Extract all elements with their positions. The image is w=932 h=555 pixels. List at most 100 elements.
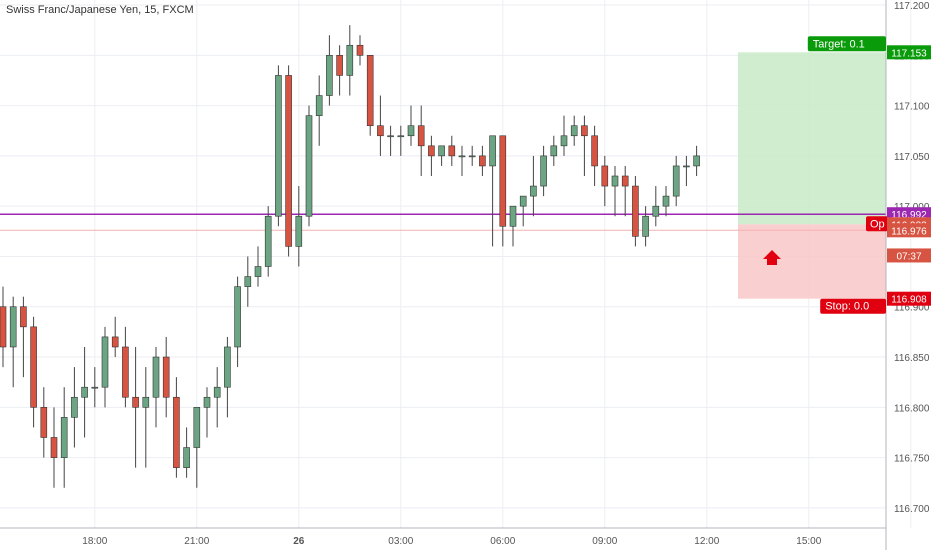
up-arrow-icon: [763, 250, 781, 265]
candle[interactable]: [356, 44, 364, 56]
candle[interactable]: [519, 195, 527, 207]
y-tick-label: 117.100: [894, 102, 930, 113]
candle[interactable]: [193, 407, 201, 448]
candle[interactable]: [40, 407, 48, 438]
stop-zone: [738, 224, 886, 299]
y-tick-label: 116.700: [894, 504, 930, 515]
candle[interactable]: [591, 135, 598, 167]
candle[interactable]: [295, 215, 303, 247]
candle[interactable]: [489, 135, 496, 167]
candle[interactable]: [111, 336, 119, 348]
candle[interactable]: [642, 215, 649, 237]
candle[interactable]: [305, 115, 313, 217]
candle[interactable]: [152, 356, 160, 398]
x-tick-label: 18:00: [82, 536, 107, 547]
candle[interactable]: [387, 135, 394, 138]
candle[interactable]: [438, 145, 445, 157]
candle[interactable]: [683, 165, 690, 168]
price-label: 116.992: [891, 210, 927, 221]
target-badge: Target: 0.1: [813, 38, 865, 50]
candle[interactable]: [479, 155, 486, 167]
candle[interactable]: [183, 447, 190, 468]
price-label-bg: [887, 45, 931, 60]
candle[interactable]: [101, 336, 109, 388]
y-tick-label: 116.750: [894, 454, 930, 465]
candle[interactable]: [315, 95, 323, 116]
candle[interactable]: [326, 55, 333, 96]
candle[interactable]: [213, 386, 221, 398]
candle[interactable]: [81, 386, 88, 398]
price-label: 07:37: [896, 251, 921, 262]
x-tick-label: 09:00: [592, 536, 617, 547]
stop-badge-bg: [820, 298, 886, 314]
candle[interactable]: [499, 135, 507, 227]
candle[interactable]: [428, 145, 435, 157]
candle[interactable]: [346, 44, 354, 76]
candle[interactable]: [611, 175, 619, 187]
price-label-bg: [887, 248, 931, 263]
candle[interactable]: [581, 125, 588, 137]
candle[interactable]: [601, 165, 609, 187]
candle[interactable]: [275, 75, 282, 217]
candle[interactable]: [0, 306, 7, 348]
candle[interactable]: [336, 55, 343, 76]
candle[interactable]: [203, 396, 211, 408]
y-tick-label: 116.850: [894, 353, 930, 364]
x-tick-label: 06:00: [490, 536, 515, 547]
candle[interactable]: [366, 55, 374, 127]
candle[interactable]: [570, 125, 578, 137]
candle[interactable]: [91, 386, 99, 389]
candle[interactable]: [60, 417, 68, 458]
candle[interactable]: [540, 155, 547, 187]
x-tick-label: 15:00: [796, 536, 821, 547]
candle[interactable]: [173, 396, 180, 468]
candle[interactable]: [652, 205, 660, 217]
price-label: 117.153: [891, 48, 927, 59]
candle[interactable]: [468, 155, 476, 158]
candle[interactable]: [142, 396, 150, 408]
target-badge-bg: [807, 36, 886, 52]
y-tick-label: 116.900: [894, 303, 930, 314]
candle[interactable]: [132, 396, 139, 408]
candle[interactable]: [509, 205, 517, 227]
entry-badge-bg: [866, 216, 888, 232]
candle[interactable]: [621, 175, 629, 187]
price-label: 116.908: [891, 295, 927, 306]
candle[interactable]: [285, 75, 292, 247]
x-tick-label: 26: [293, 536, 305, 547]
candle[interactable]: [693, 155, 700, 167]
candle[interactable]: [632, 185, 639, 237]
candle[interactable]: [530, 185, 537, 197]
candle[interactable]: [122, 346, 129, 398]
x-tick-label: 03:00: [388, 536, 413, 547]
x-tick-label: 12:00: [694, 536, 719, 547]
candle[interactable]: [672, 165, 680, 197]
y-tick-label: 117.050: [894, 152, 930, 163]
price-label-bg: [887, 223, 931, 238]
price-label: 116.976: [891, 226, 927, 237]
candle[interactable]: [162, 356, 170, 398]
candle[interactable]: [560, 135, 568, 147]
candle[interactable]: [30, 326, 37, 408]
candle[interactable]: [397, 135, 405, 138]
candle[interactable]: [377, 125, 384, 137]
candle[interactable]: [50, 437, 58, 458]
candle[interactable]: [224, 346, 231, 388]
candle[interactable]: [9, 306, 17, 348]
candle[interactable]: [662, 195, 670, 207]
candle[interactable]: [254, 266, 262, 277]
x-tick-label: 21:00: [184, 536, 209, 547]
candle[interactable]: [417, 125, 425, 147]
candle[interactable]: [234, 286, 241, 348]
candle[interactable]: [407, 125, 415, 137]
candle[interactable]: [550, 145, 558, 157]
candle[interactable]: [20, 306, 27, 328]
entry-badge: Op: [870, 218, 885, 230]
candle[interactable]: [244, 276, 252, 287]
candle[interactable]: [458, 155, 466, 158]
candle[interactable]: [71, 396, 78, 418]
candle[interactable]: [448, 145, 456, 157]
candle[interactable]: [264, 215, 272, 267]
